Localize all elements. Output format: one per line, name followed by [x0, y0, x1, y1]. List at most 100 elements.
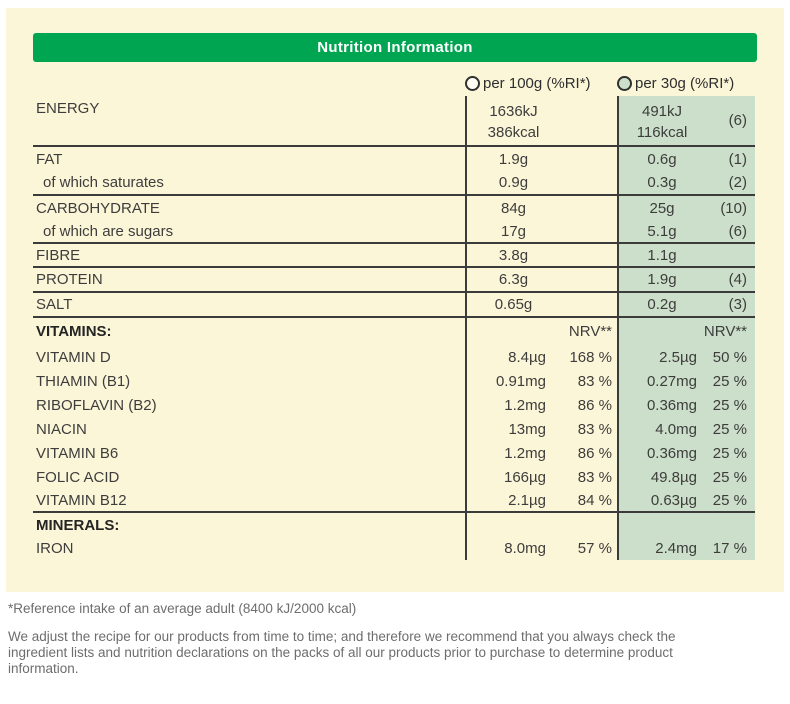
value-per-100g: 17g: [465, 220, 560, 242]
column-header-row: per 100g (%RI*) per 30g (%RI*): [33, 70, 757, 96]
value-per-100g: 0.9g: [465, 171, 560, 194]
nutrient-name: FIBRE: [36, 246, 81, 264]
value-per-30g: 1.1g: [617, 244, 705, 266]
spacer: [705, 513, 755, 537]
title-bar: Nutrition Information: [33, 33, 757, 62]
pct-per-100g: 83 %: [577, 420, 612, 438]
value-per-30g: 4.0mg: [617, 417, 705, 441]
table-row-sugars: of which are sugars 17g 5.1g (6): [33, 220, 755, 244]
table-row-fibre: FIBRE 3.8g 1.1g: [33, 244, 755, 268]
ri-per-30g: (4): [705, 268, 755, 291]
nutrient-name: VITAMIN B12: [36, 491, 127, 509]
ri-per-30g: (2): [705, 171, 755, 194]
nutrient-name: of which are sugars: [43, 222, 174, 240]
section-header-vitamins: VITAMINS: NRV** NRV**: [33, 318, 755, 345]
value-per-30g: 0.3g: [617, 171, 705, 194]
nutrient-name: FAT: [36, 150, 63, 168]
pct-per-100g: [560, 96, 617, 145]
table-row-vitamin-b12: VITAMIN B12 2.1µg 84 % 0.63µg 25 %: [33, 489, 755, 513]
nrv-spacer: [465, 318, 560, 345]
nutrient-name: NIACIN: [36, 420, 87, 438]
pct-per-30g: 50 %: [705, 345, 755, 369]
ri-per-30g: (6): [705, 96, 755, 145]
value-per-30g: 5.1g: [617, 220, 705, 242]
value-per-100g: 3.8g: [465, 244, 560, 266]
value-per-100g: 1.9g: [465, 147, 560, 171]
value-per-30g: 0.63µg: [617, 489, 705, 511]
value-per-30g: 0.27mg: [617, 369, 705, 393]
value-per-100g: 13mg: [465, 417, 560, 441]
section-header-minerals: MINERALS:: [33, 513, 755, 537]
radio-circle-icon[interactable]: [465, 75, 480, 91]
value-per-30g: 49.8µg: [617, 465, 705, 489]
value-per-30g: 0.6g: [617, 147, 705, 171]
value-per-100g: 1.2mg: [465, 393, 560, 417]
nutrient-name: RIBOFLAVIN (B2): [36, 396, 157, 414]
value-per-100g: 8.0mg: [465, 537, 560, 560]
value-per-100g: 2.1µg: [465, 489, 560, 511]
nutrient-name: SALT: [36, 296, 73, 313]
nutrition-table: ENERGY 1636kJ 386kcal 491kJ 116kcal (6) …: [33, 96, 755, 560]
nrv-label-30g: NRV**: [704, 318, 755, 345]
section-label: MINERALS:: [36, 516, 120, 534]
pct-per-30g: 25 %: [705, 441, 755, 465]
value-per-100g: 0.65g: [465, 293, 560, 316]
nrv-spacer: [617, 318, 705, 345]
pct-per-100g: [560, 244, 617, 266]
table-row-thiamin: THIAMIN (B1) 0.91mg 83 % 0.27mg 25 %: [33, 369, 755, 393]
table-row-saturates: of which saturates 0.9g 0.3g (2): [33, 171, 755, 196]
ri-per-30g: (10): [705, 196, 755, 220]
pct-per-100g: 168 %: [569, 348, 612, 366]
ri-per-30g: (1): [705, 147, 755, 171]
pct-per-100g: 83 %: [577, 372, 612, 390]
table-row-vitamin-d: VITAMIN D 8.4µg 168 % 2.5µg 50 %: [33, 345, 755, 369]
pct-per-30g: 17 %: [705, 537, 755, 560]
nutrient-name: IRON: [36, 540, 74, 557]
value-per-100g: 1.2mg: [465, 441, 560, 465]
pct-per-100g: [560, 171, 617, 194]
pct-per-100g: 86 %: [577, 444, 612, 462]
column-label: per 30g (%RI*): [635, 74, 735, 92]
pct-per-100g: 84 %: [577, 491, 612, 509]
pct-per-30g: 25 %: [705, 489, 755, 511]
table-row-energy: ENERGY 1636kJ 386kcal 491kJ 116kcal (6): [33, 96, 755, 147]
value-per-100g: 8.4µg: [465, 345, 560, 369]
pct-per-100g: [560, 147, 617, 171]
nutrient-name: ENERGY: [36, 100, 100, 117]
pct-per-30g: 25 %: [705, 417, 755, 441]
reference-intake-footnote: *Reference intake of an average adult (8…: [8, 601, 357, 616]
nutrient-name: PROTEIN: [36, 271, 103, 288]
nutrient-name: of which saturates: [43, 174, 164, 191]
pct-per-100g: [560, 220, 617, 242]
pct-per-100g: 57 %: [577, 540, 612, 557]
value-per-30g: 2.4mg: [617, 537, 705, 560]
nutrient-name: THIAMIN (B1): [36, 372, 131, 390]
pct-per-100g: [560, 293, 617, 316]
table-row-riboflavin: RIBOFLAVIN (B2) 1.2mg 86 % 0.36mg 25 %: [33, 393, 755, 417]
nrv-label-100g: NRV**: [568, 323, 612, 340]
value-per-100g: 0.91mg: [465, 369, 560, 393]
pct-per-100g: 86 %: [577, 396, 612, 414]
nutrient-name: CARBOHYDRATE: [36, 199, 160, 217]
nutrient-name: VITAMIN B6: [36, 444, 119, 462]
table-row-iron: IRON 8.0mg 57 % 2.4mg 17 %: [33, 537, 755, 560]
page-title: Nutrition Information: [317, 39, 473, 56]
value-per-30g: 0.2g: [617, 293, 705, 316]
table-row-salt: SALT 0.65g 0.2g (3): [33, 293, 755, 318]
ri-per-30g: [705, 244, 755, 266]
table-row-carbohydrate: CARBOHYDRATE 84g 25g (10): [33, 196, 755, 220]
radio-circle-icon[interactable]: [617, 75, 632, 91]
pct-per-30g: 25 %: [705, 465, 755, 489]
column-header-per-30g[interactable]: per 30g (%RI*): [617, 75, 757, 92]
nutrient-name: VITAMIN D: [36, 348, 111, 366]
pct-per-100g: [560, 268, 617, 291]
value-per-100g: 6.3g: [465, 268, 560, 291]
value-per-100g: 84g: [465, 196, 560, 220]
spacer: [465, 513, 560, 537]
value-per-30g: 0.36mg: [617, 393, 705, 417]
value-per-30g: 2.5µg: [617, 345, 705, 369]
table-row-niacin: NIACIN 13mg 83 % 4.0mg 25 %: [33, 417, 755, 441]
column-header-per-100g[interactable]: per 100g (%RI*): [465, 75, 617, 92]
pct-per-100g: 83 %: [577, 468, 612, 486]
spacer: [617, 513, 705, 537]
